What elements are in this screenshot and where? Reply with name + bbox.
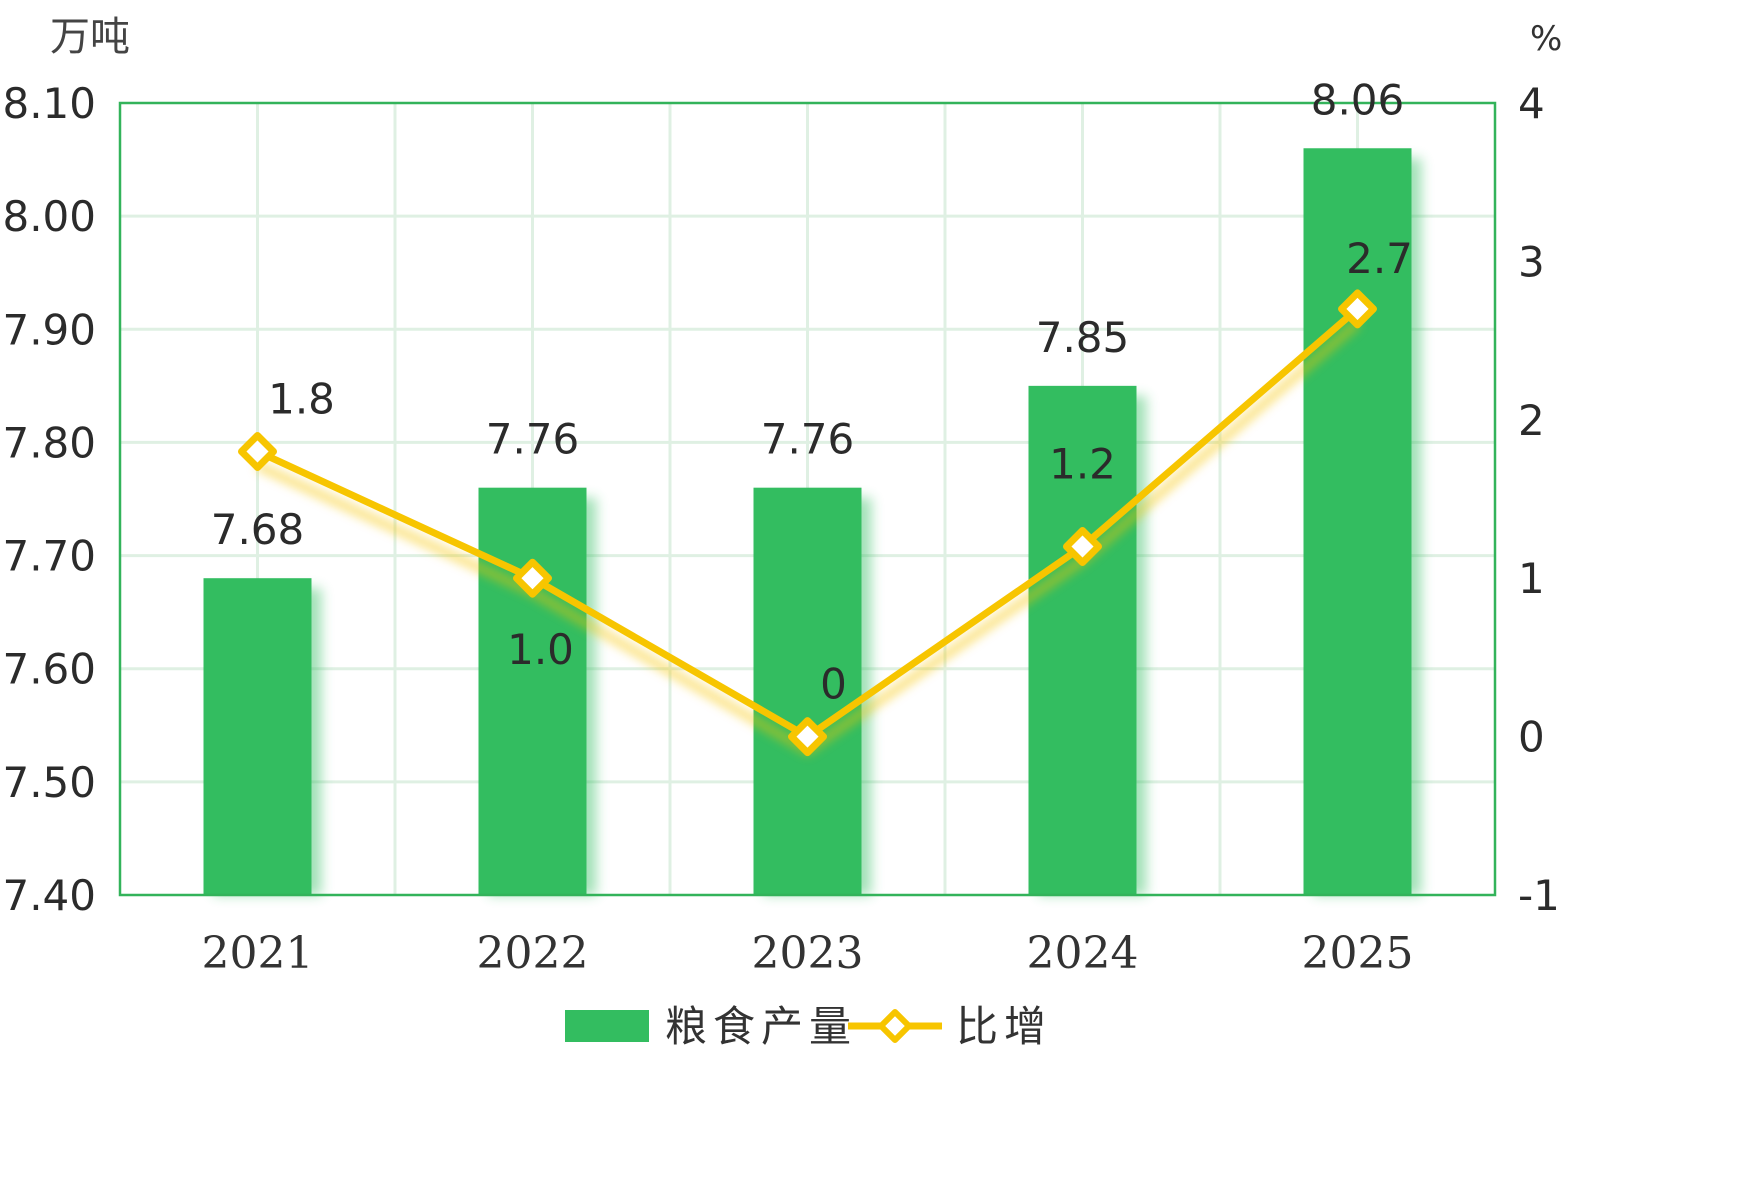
bar-2025 bbox=[1303, 148, 1412, 895]
left-axis-tick: 7.80 bbox=[2, 418, 96, 467]
bar-value-label: 7.76 bbox=[486, 415, 580, 464]
right-axis-tick: 3 bbox=[1518, 237, 1545, 286]
growth-marker-2025 bbox=[1338, 289, 1377, 329]
left-axis-tick: 7.50 bbox=[2, 758, 96, 807]
growth-marker-2023 bbox=[788, 717, 827, 757]
bar-value-label: 7.85 bbox=[1036, 313, 1130, 362]
right-axis-tick: 4 bbox=[1518, 79, 1545, 128]
plot-frame bbox=[118, 101, 1497, 897]
growth-value-label: 2.7 bbox=[1346, 234, 1413, 283]
bar-value-label: 7.76 bbox=[761, 415, 855, 464]
right-axis-tick: -1 bbox=[1518, 871, 1560, 920]
right-axis-unit: % bbox=[1530, 19, 1562, 59]
right-axis-tick: 0 bbox=[1518, 713, 1545, 762]
axis-ticks: 7.40 7.50 7.60 7.70 7.80 7.90 8.00 8.10 -1 0 1 2 3 4 2… bbox=[2, 79, 1559, 979]
x-axis-tick: 2023 bbox=[752, 928, 864, 979]
bar-2022 bbox=[478, 487, 587, 895]
growth-value-label: 1.0 bbox=[507, 625, 574, 674]
growth-value-label: 1.8 bbox=[268, 374, 335, 423]
growth-markers bbox=[238, 289, 1377, 757]
x-axis-tick: 2022 bbox=[477, 928, 589, 979]
bar-2023 bbox=[753, 487, 862, 895]
bar-value-label: 8.06 bbox=[1311, 75, 1405, 124]
legend-swatch-bar bbox=[565, 1010, 649, 1042]
data-labels: 7.68 7.76 7.76 7.85 8.06 1.8 1.0 0 1.2 2.7 bbox=[211, 75, 1413, 708]
left-axis-tick: 7.90 bbox=[2, 305, 96, 354]
growth-marker-2021 bbox=[238, 431, 277, 471]
legend-swatch-marker bbox=[878, 1009, 912, 1043]
growth-marker-2024 bbox=[1063, 527, 1102, 567]
growth-value-label: 0 bbox=[820, 660, 847, 709]
left-axis-unit: 万吨 bbox=[50, 14, 130, 60]
right-axis-tick: 2 bbox=[1518, 396, 1545, 445]
bar-2021 bbox=[203, 578, 312, 895]
bar-2024 bbox=[1028, 385, 1137, 895]
growth-value-label: 1.2 bbox=[1049, 440, 1116, 489]
left-axis-tick: 8.00 bbox=[2, 192, 96, 241]
left-axis-tick: 7.40 bbox=[2, 871, 96, 920]
legend-label-bar: 粮食产量 bbox=[665, 1002, 857, 1051]
legend: 粮食产量 比增 bbox=[565, 1002, 1052, 1051]
legend-label-line: 比增 bbox=[956, 1002, 1052, 1051]
right-axis-tick: 1 bbox=[1518, 554, 1545, 603]
left-axis-tick: 7.60 bbox=[2, 645, 96, 694]
left-axis-tick: 8.10 bbox=[2, 79, 96, 128]
bar-value-label: 7.68 bbox=[211, 505, 305, 554]
x-axis-tick: 2024 bbox=[1027, 928, 1139, 979]
x-axis-tick: 2021 bbox=[202, 928, 314, 979]
left-axis-tick: 7.70 bbox=[2, 532, 96, 581]
bars bbox=[203, 148, 1412, 895]
x-axis-tick: 2025 bbox=[1302, 928, 1414, 979]
growth-marker-2022 bbox=[513, 558, 552, 598]
